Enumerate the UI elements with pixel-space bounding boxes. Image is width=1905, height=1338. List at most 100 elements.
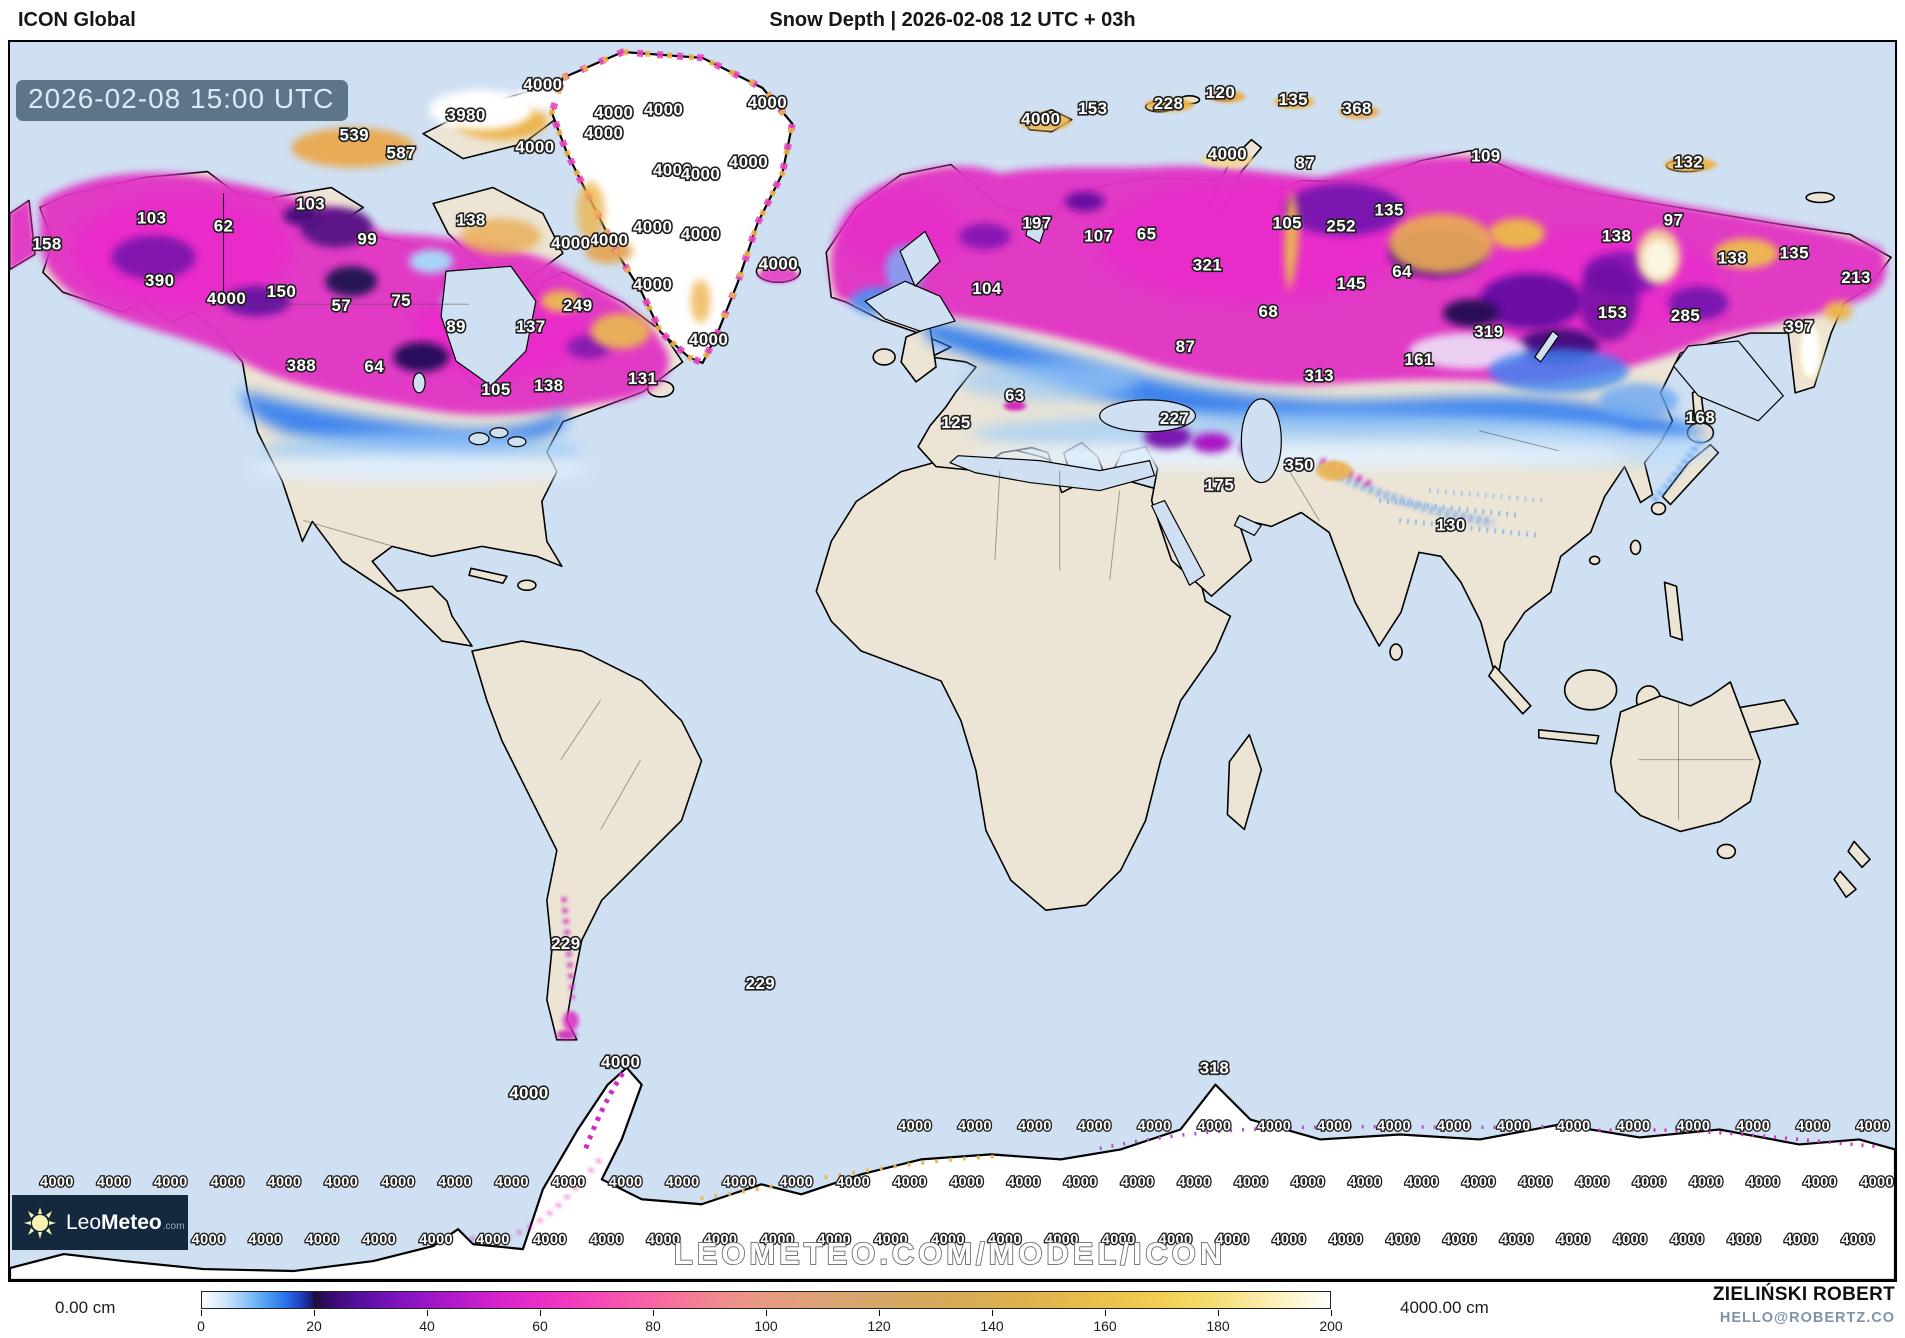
colorbar-tick-mark [539,1310,541,1316]
snow-depth-label: 97 [1664,210,1684,229]
snow-depth-label: 587 [386,144,415,163]
antarctica-depth-label: 4000 [1557,1118,1591,1134]
antarctica-depth-label: 4000 [1784,1232,1818,1248]
antarctica-depth-label: 4000 [723,1174,757,1190]
snow-depth-label: 285 [1671,306,1700,325]
snow-depth-label: 138 [534,376,563,395]
antarctica-depth-label: 4000 [988,1232,1022,1248]
snow-depth-label: 120 [1206,83,1235,102]
snow-depth-label: 150 [267,282,296,301]
antarctica-depth-label: 4000 [1317,1118,1351,1134]
antarctica-depth-label: 4000 [817,1232,851,1248]
snow-depth-label: 57 [331,296,351,315]
snow-depth-label: 4000 [689,330,728,349]
antarctica-depth-label: 4000 [1690,1174,1724,1190]
antarctica-depth-label: 4000 [1078,1118,1112,1134]
antarctica-depth-label: 4000 [1746,1174,1780,1190]
snow-depth-label: 109 [1471,147,1500,166]
snow-depth-label: 4000 [748,93,787,112]
antarctica-depth-label: 4000 [1121,1174,1155,1190]
header: ICON Global Snow Depth | 2026-02-08 12 U… [0,0,1905,40]
snow-depth-label: 228 [1154,94,1183,113]
hudson-bay [440,265,537,387]
snow-depth-label: 229 [551,934,580,953]
colorbar-tick-mark [313,1310,315,1316]
world-map: 4000 4000 4000 4000 4000 4000 4000 4000 4000 4000… [8,40,1897,1282]
antarctica-depth-label: 4000 [1138,1118,1172,1134]
snow-depth-label: 3980 [446,106,485,125]
antarctica-depth-label: 4000 [1617,1118,1651,1134]
snow-depth-layer [10,48,1887,1040]
snow-depth-label: 137 [516,317,545,336]
snow-depth-label: 368 [1342,99,1371,118]
snow-depth-label: 319 [1474,322,1503,341]
antarctica-depth-label: 4000 [495,1174,529,1190]
snow-depth-label: 135 [1779,243,1808,262]
antarctica-depth-label: 4000 [1437,1118,1471,1134]
colorbar-tick-label: 0 [197,1318,205,1334]
colorbar: 0 20 40 60 80 100 120 140 160 180 200 [197,1291,1343,1335]
antarctica-depth-label: 4000 [760,1232,794,1248]
new-zealand-north [1847,840,1871,869]
antarctica-depth-label: 4000 [1198,1118,1232,1134]
new-zealand-south [1833,870,1857,899]
white-sea [1025,215,1047,244]
snow-depth-label: 168 [1686,408,1715,427]
colorbar-tick-label: 120 [867,1318,891,1334]
antarctica-depth-label: 4000 [1291,1174,1325,1190]
antarctica-depth-label: 4000 [324,1174,358,1190]
snow-depth-label: 4000 [633,217,672,236]
mediterranean-sea [949,455,1156,492]
colorbar-tick-label: 200 [1319,1318,1343,1334]
antarctica-depth-label: 4000 [192,1232,226,1248]
snow-depth-label: 313 [1304,366,1333,385]
snow-depth-label: 4000 [509,1084,548,1103]
antarctica-depth-label: 4000 [1856,1118,1890,1134]
snow-depth-label: 4000 [594,103,633,122]
antarctica-depth-label: 4000 [958,1118,992,1134]
snow-depth-label: 4000 [644,100,683,119]
antarctica-depth-label: 4000 [1727,1232,1761,1248]
antarctica-depth-label: 4000 [1386,1232,1420,1248]
colorbar-gradient [201,1291,1331,1309]
snow-depth-label: 138 [456,210,485,229]
baltic-sea [864,280,956,332]
wrangel-island [1805,191,1835,204]
snow-depth-label: 107 [1084,226,1113,245]
snow-depth-label: 99 [357,229,377,248]
antarctica-depth-label: 4000 [552,1174,586,1190]
snow-depth-label: 249 [563,296,592,315]
antarctica-depth-label: 4000 [305,1232,339,1248]
antarctica-depth-label: 4000 [1576,1174,1610,1190]
snow-depth-label: 87 [1176,337,1196,356]
timestamp-badge: 2026-02-08 15:00 UTC [16,80,349,121]
colorbar-tick-label: 180 [1206,1318,1230,1334]
antarctica-depth-label: 4000 [1216,1232,1250,1248]
snow-depth-label: 87 [1295,154,1315,173]
snow-depth-label: 4000 [515,138,554,157]
snow-depth-value-labels: 158 103 62 390 4000 150 57 75 89 137 249 388 64 105 13… [31,73,1872,1104]
antarctica-depth-label: 4000 [1348,1174,1382,1190]
colorbar-max-label: 4000.00 cm [1400,1298,1489,1317]
red-sea [1150,499,1206,586]
antarctica-depth-label: 4000 [1860,1174,1894,1190]
antarctica-depth-label: 4000 [931,1232,965,1248]
snow-depth-label: 104 [972,279,1002,298]
snow-depth-label: 65 [1137,224,1157,243]
antarctica-depth-label: 4000 [1497,1118,1531,1134]
cuba [468,567,508,585]
sri-lanka [1389,643,1403,661]
antarctica-depth-label: 4000 [1045,1232,1079,1248]
logo-text-meteo: Meteo [101,1210,162,1234]
kyushu [1650,501,1667,516]
antarctica-depth-label: 4000 [1443,1232,1477,1248]
antarctica-depth-label: 4000 [1102,1232,1136,1248]
snow-depth-label: 153 [1598,303,1627,322]
colorbar-min-label: 0.00 cm [55,1298,116,1317]
snow-depth-label: 4000 [633,275,672,294]
antarctica-depth-label: 4000 [268,1174,302,1190]
colorbar-tick-mark [200,1310,202,1316]
antarctica-depth-label: 4000 [533,1232,567,1248]
antarctica-depth-label: 4000 [1178,1174,1212,1190]
